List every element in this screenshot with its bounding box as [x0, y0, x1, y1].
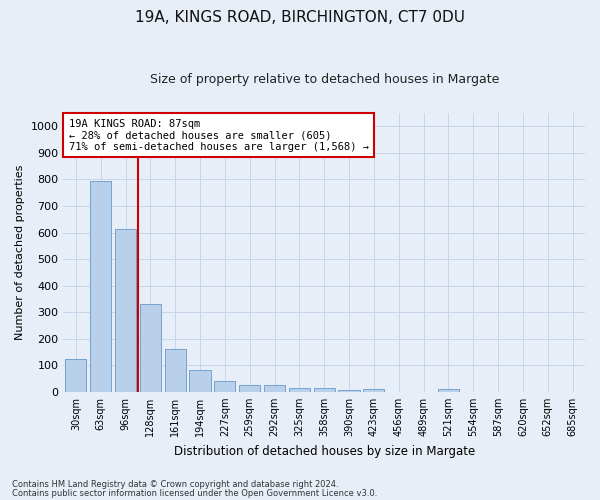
Bar: [65, 358, 86, 392]
X-axis label: Distribution of detached houses by size in Margate: Distribution of detached houses by size …: [173, 444, 475, 458]
Bar: [289, 388, 310, 392]
Title: Size of property relative to detached houses in Margate: Size of property relative to detached ho…: [149, 72, 499, 86]
Text: 19A, KINGS ROAD, BIRCHINGTON, CT7 0DU: 19A, KINGS ROAD, BIRCHINGTON, CT7 0DU: [135, 10, 465, 25]
Bar: [239, 384, 260, 392]
Y-axis label: Number of detached properties: Number of detached properties: [15, 164, 25, 340]
Bar: [214, 381, 235, 392]
Bar: [115, 228, 136, 392]
Bar: [264, 386, 285, 392]
Bar: [140, 304, 161, 392]
Bar: [438, 389, 459, 392]
Bar: [190, 370, 211, 392]
Bar: [364, 389, 385, 392]
Bar: [164, 349, 186, 392]
Bar: [90, 181, 111, 392]
Text: Contains public sector information licensed under the Open Government Licence v3: Contains public sector information licen…: [12, 488, 377, 498]
Bar: [338, 390, 359, 392]
Text: Contains HM Land Registry data © Crown copyright and database right 2024.: Contains HM Land Registry data © Crown c…: [12, 480, 338, 489]
Text: 19A KINGS ROAD: 87sqm
← 28% of detached houses are smaller (605)
71% of semi-det: 19A KINGS ROAD: 87sqm ← 28% of detached …: [68, 118, 368, 152]
Bar: [314, 388, 335, 392]
